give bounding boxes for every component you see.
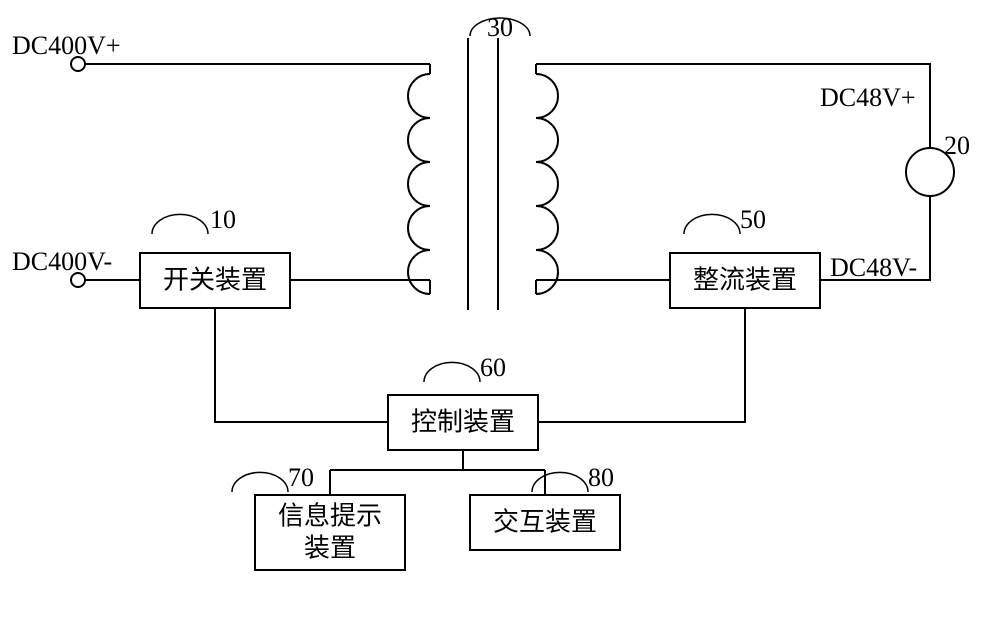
wire-6 [215, 308, 388, 422]
rectifier-label: 整流装置 [693, 265, 797, 294]
rectifier-ref-arc [684, 214, 740, 234]
control-ref-num: 60 [480, 353, 506, 382]
transformer-primary-coil [408, 74, 430, 294]
terminal-in_pos-label: DC400V+ [12, 31, 121, 60]
transformer-ref-num: 30 [487, 13, 513, 42]
switch-label: 开关装置 [163, 265, 267, 294]
rectifier-ref-num: 50 [740, 205, 766, 234]
info-label-2: 装置 [304, 533, 356, 562]
output-neg-label: DC48V- [830, 253, 917, 282]
info-label-1: 信息提示 [278, 501, 382, 530]
info-ref-num: 70 [288, 463, 314, 492]
terminal-in_neg-label: DC400V- [12, 247, 112, 276]
switch-ref-arc [152, 214, 208, 234]
load-ref-num: 20 [944, 131, 970, 160]
interact-label: 交互装置 [493, 507, 597, 536]
transformer-secondary-coil [536, 74, 558, 294]
control-label: 控制装置 [411, 407, 515, 436]
control-ref-arc [424, 362, 480, 382]
interact-ref-num: 80 [588, 463, 614, 492]
wire-7 [538, 308, 745, 422]
interact-ref-arc [532, 472, 588, 492]
switch-ref-num: 10 [210, 205, 236, 234]
output-pos-label: DC48V+ [820, 83, 916, 112]
info-ref-arc [232, 472, 288, 492]
